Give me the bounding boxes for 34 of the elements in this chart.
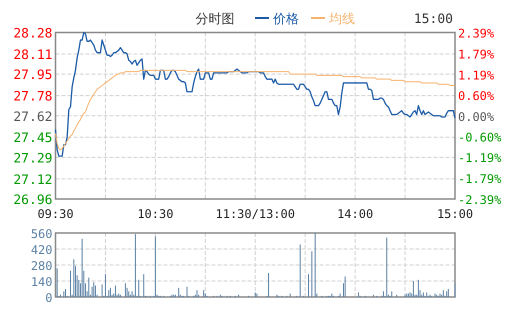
y-tick-label: 27.95 (13, 68, 52, 84)
y-tick-label: 27.78 (13, 90, 52, 105)
y2-tick-label: -1.79% (458, 172, 502, 186)
y-tick-label: 28.11 (13, 48, 52, 63)
y-tick-label: 26.96 (13, 193, 52, 208)
y2-tick-label: 1.79% (458, 47, 495, 62)
y2-tick-label: -1.19% (458, 151, 502, 166)
y-tick-label: 27.62 (13, 110, 52, 125)
y2-tick-label: 0.60% (458, 88, 495, 103)
x-tick-label: 11:30/13:00 (216, 207, 295, 221)
legend-label: 价格 (272, 12, 299, 27)
y-tick-label: 28.28 (13, 26, 52, 42)
x-tick-label: 10:30 (137, 207, 174, 221)
chart-title: 分时图 (196, 12, 234, 27)
y-tick-label: 27.29 (13, 151, 52, 166)
line-series (54, 32, 456, 157)
x-tick-label: 15:00 (436, 207, 474, 221)
y-tick-label: 27.12 (13, 172, 52, 188)
y2-tick-label: 2.39% (458, 26, 495, 40)
y-tick-label: 27.45 (13, 131, 52, 146)
y-tick-label: 140 (30, 275, 52, 289)
y2-tick-label: -0.60% (458, 130, 502, 145)
y-tick-label: 0 (45, 291, 52, 305)
y-tick-label: 420 (30, 243, 52, 257)
x-tick-label: 09:30 (37, 207, 74, 221)
text: 15:00 (414, 12, 453, 27)
x-tick-label: 14:00 (337, 207, 374, 221)
y-tick-label: 280 (30, 259, 52, 273)
line-series (55, 70, 456, 150)
y2-tick-label: 1.19% (458, 68, 495, 82)
y2-tick-label: 0.00% (458, 110, 495, 124)
legend-label: 均线 (328, 12, 355, 27)
y2-tick-label: -2.39% (458, 193, 502, 207)
y-tick-label: 560 (30, 227, 52, 241)
